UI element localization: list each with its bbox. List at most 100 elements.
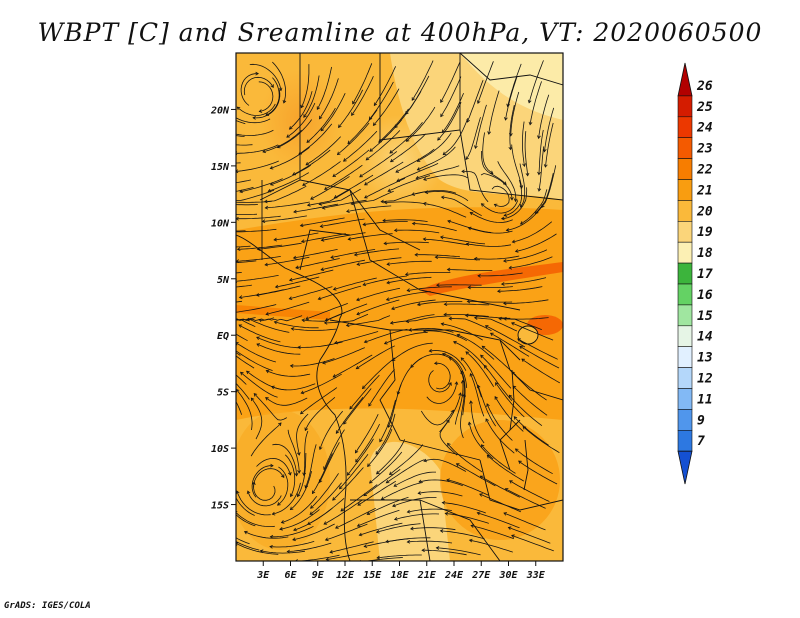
streamline	[363, 468, 401, 497]
lon-tick-label: 9E	[312, 570, 325, 581]
streamline-arrow	[351, 112, 355, 116]
streamline	[253, 482, 276, 501]
streamline	[512, 385, 548, 416]
streamline-arrow	[486, 454, 491, 459]
streamline	[426, 381, 458, 404]
footer-credit: GrADS: IGES/COLA	[4, 601, 91, 611]
streamline-arrow	[265, 112, 270, 116]
streamline	[334, 174, 374, 199]
streamline-arrow	[480, 354, 484, 359]
streamline-arrow	[297, 345, 301, 350]
streamline	[236, 300, 243, 303]
streamline-arrow	[201, 229, 204, 232]
lat-tick-label: 10S	[211, 444, 229, 455]
streamline	[349, 374, 380, 410]
streamline	[429, 350, 467, 371]
streamline	[334, 331, 379, 344]
streamline-arrow	[288, 126, 293, 130]
streamline-arrow	[479, 493, 483, 497]
streamline	[509, 256, 553, 269]
colorbar-label: 19	[697, 225, 713, 240]
streamline	[453, 341, 489, 371]
streamline-arrow	[210, 194, 213, 197]
streamline-arrow	[495, 382, 499, 386]
streamline-arrow	[356, 297, 360, 302]
streamline	[418, 479, 463, 487]
streamline-arrow	[265, 397, 269, 401]
streamline-arrow	[332, 287, 337, 291]
streamline	[503, 299, 549, 304]
streamline-arrow	[393, 483, 398, 487]
colorbar-label: 20	[696, 204, 713, 219]
streamline-arrow	[212, 318, 215, 321]
streamline-arrow	[253, 393, 258, 397]
streamline	[503, 249, 548, 262]
colorbar-segment	[677, 158, 693, 180]
streamline-arrow	[213, 317, 216, 320]
streamline	[236, 144, 279, 154]
streamline-arrow	[476, 100, 481, 105]
streamline-arrow	[363, 544, 368, 548]
streamline	[346, 315, 391, 326]
streamline	[460, 393, 465, 439]
streamline	[511, 144, 523, 189]
streamline	[387, 175, 431, 192]
streamline-arrow	[324, 186, 328, 190]
streamline-arrow	[489, 332, 494, 337]
streamline-arrow	[379, 438, 383, 443]
streamline	[505, 488, 546, 509]
streamline-arrow	[368, 116, 373, 121]
streamline	[293, 249, 338, 259]
streamline-arrow	[446, 419, 450, 424]
streamline	[440, 61, 461, 103]
streamline	[236, 135, 245, 137]
streamline-arrow	[304, 427, 309, 432]
streamline-arrow	[439, 235, 444, 240]
streamline	[435, 256, 481, 261]
streamline-arrow	[218, 342, 221, 345]
streamline-arrow	[411, 97, 416, 101]
streamline	[295, 258, 340, 269]
streamline	[375, 413, 396, 455]
streamline-arrow	[218, 377, 221, 380]
lat-tick-label: EQ	[217, 331, 229, 342]
streamline-arrow	[519, 185, 524, 189]
streamline-arrow	[318, 202, 323, 206]
streamline	[236, 400, 242, 415]
streamline	[465, 351, 495, 388]
streamline	[287, 542, 332, 552]
streamline-arrow	[385, 297, 390, 301]
streamline	[376, 523, 421, 533]
streamline	[236, 189, 275, 201]
streamline	[272, 61, 286, 104]
streamline	[465, 314, 511, 319]
colorbar-segment	[677, 409, 693, 431]
streamline-arrow	[440, 113, 444, 118]
streamline-arrow	[447, 219, 451, 224]
streamline-arrow	[387, 188, 392, 192]
colorbar-label: 14	[697, 330, 713, 345]
streamline-arrow	[293, 209, 297, 214]
streamline-arrow	[289, 364, 294, 368]
streamline	[236, 355, 255, 369]
streamline	[287, 429, 300, 473]
streamline-arrow	[443, 312, 447, 317]
streamline-arrow	[318, 446, 323, 451]
streamline-arrow	[462, 393, 467, 397]
streamline	[236, 284, 252, 288]
streamline	[466, 80, 484, 123]
streamline-arrow	[269, 544, 273, 549]
colorbar-label: 17	[697, 267, 713, 282]
streamline	[333, 277, 377, 290]
streamline-arrow	[209, 99, 212, 102]
streamline	[256, 343, 301, 355]
streamline-arrow	[278, 87, 283, 92]
streamline	[538, 146, 545, 192]
streamline-arrow	[334, 525, 339, 529]
streamline-arrow	[206, 246, 209, 249]
streamline-arrow	[276, 502, 281, 506]
streamline-arrow	[213, 354, 216, 357]
streamline-arrow	[355, 458, 359, 463]
streamline-arrow	[238, 295, 243, 300]
streamline	[407, 540, 453, 544]
